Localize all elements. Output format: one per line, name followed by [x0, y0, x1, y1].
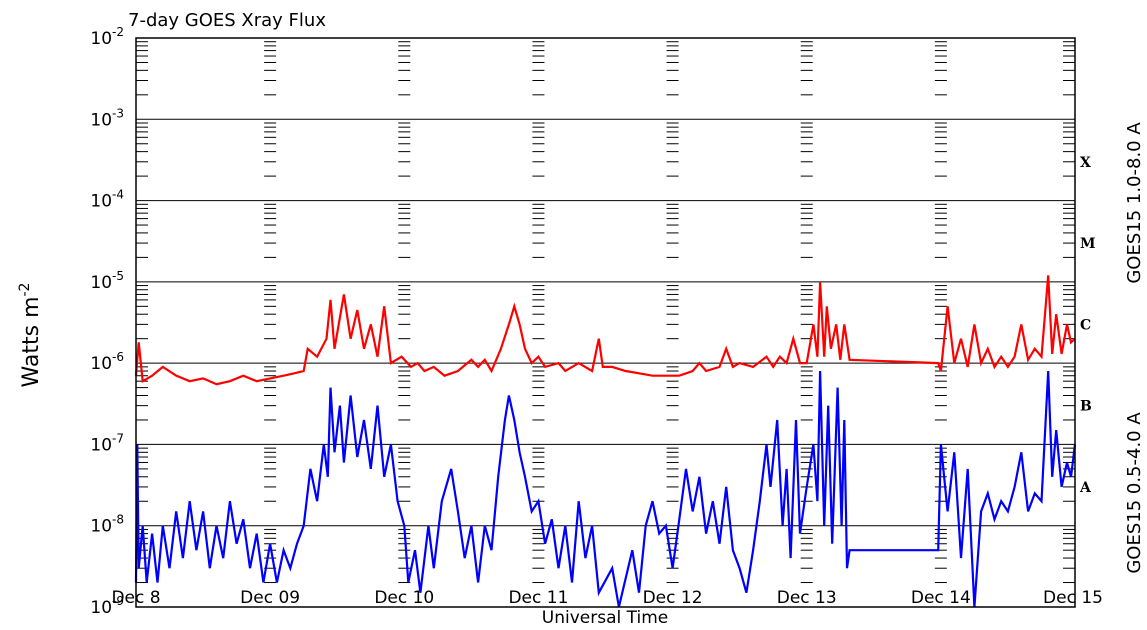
y-tick-label: 10-8	[90, 513, 124, 537]
flare-class-label: M	[1080, 236, 1096, 252]
flare-class-label: B	[1080, 399, 1092, 415]
y-axis-label-superscript: -2	[17, 283, 33, 297]
legend-short-channel: GOES15 0.5-4.0 A	[1124, 412, 1145, 574]
x-tick-label: Dec 11	[508, 588, 568, 608]
legend-long-channel: GOES15 1.0-8.0 A	[1124, 122, 1145, 284]
plot-frame	[135, 37, 1076, 608]
series-line-short	[134, 370, 1077, 608]
y-axis-label: Watts m-2	[17, 283, 44, 388]
y-tick-label: 10-9	[90, 594, 124, 618]
y-tick-label: 10-5	[90, 269, 124, 293]
y-tick-label: 10-4	[90, 188, 124, 212]
x-tick-label: Dec 09	[240, 588, 300, 608]
data-series	[134, 275, 1077, 608]
flare-class-label: C	[1080, 317, 1091, 333]
y-tick-label: 10-3	[90, 106, 124, 130]
y-tick-label: 10-2	[90, 25, 124, 49]
y-tick-label: 10-7	[90, 431, 124, 455]
series-line-long	[134, 275, 1076, 386]
x-tick-labels: Dec 8 Dec 09 Dec 10 Dec 11 Dec 12 Dec 13 Dec 1…	[111, 588, 1103, 608]
x-tick-label: Dec 13	[777, 588, 837, 608]
flare-class-labels: A B C M X	[1079, 155, 1096, 496]
x-axis-label: Universal Time	[542, 608, 668, 628]
x-tick-label: Dec 8	[111, 588, 160, 608]
y-tick-label: 10-6	[90, 350, 124, 374]
gridlines	[136, 118, 1075, 527]
flare-class-label: X	[1080, 155, 1091, 171]
x-tick-label: Dec 12	[643, 588, 703, 608]
y-tick-labels: 10-9 10-8 10-7 10-6 10-5 10-4 10-3 10-2	[90, 25, 124, 618]
chart-title: 7-day GOES Xray Flux	[128, 10, 326, 31]
x-tick-label: Dec 15	[1043, 588, 1103, 608]
flare-class-label: A	[1079, 480, 1092, 496]
x-tick-label: Dec 10	[374, 588, 434, 608]
minor-ticks	[136, 41, 1075, 584]
x-tick-label: Dec 14	[911, 588, 971, 608]
